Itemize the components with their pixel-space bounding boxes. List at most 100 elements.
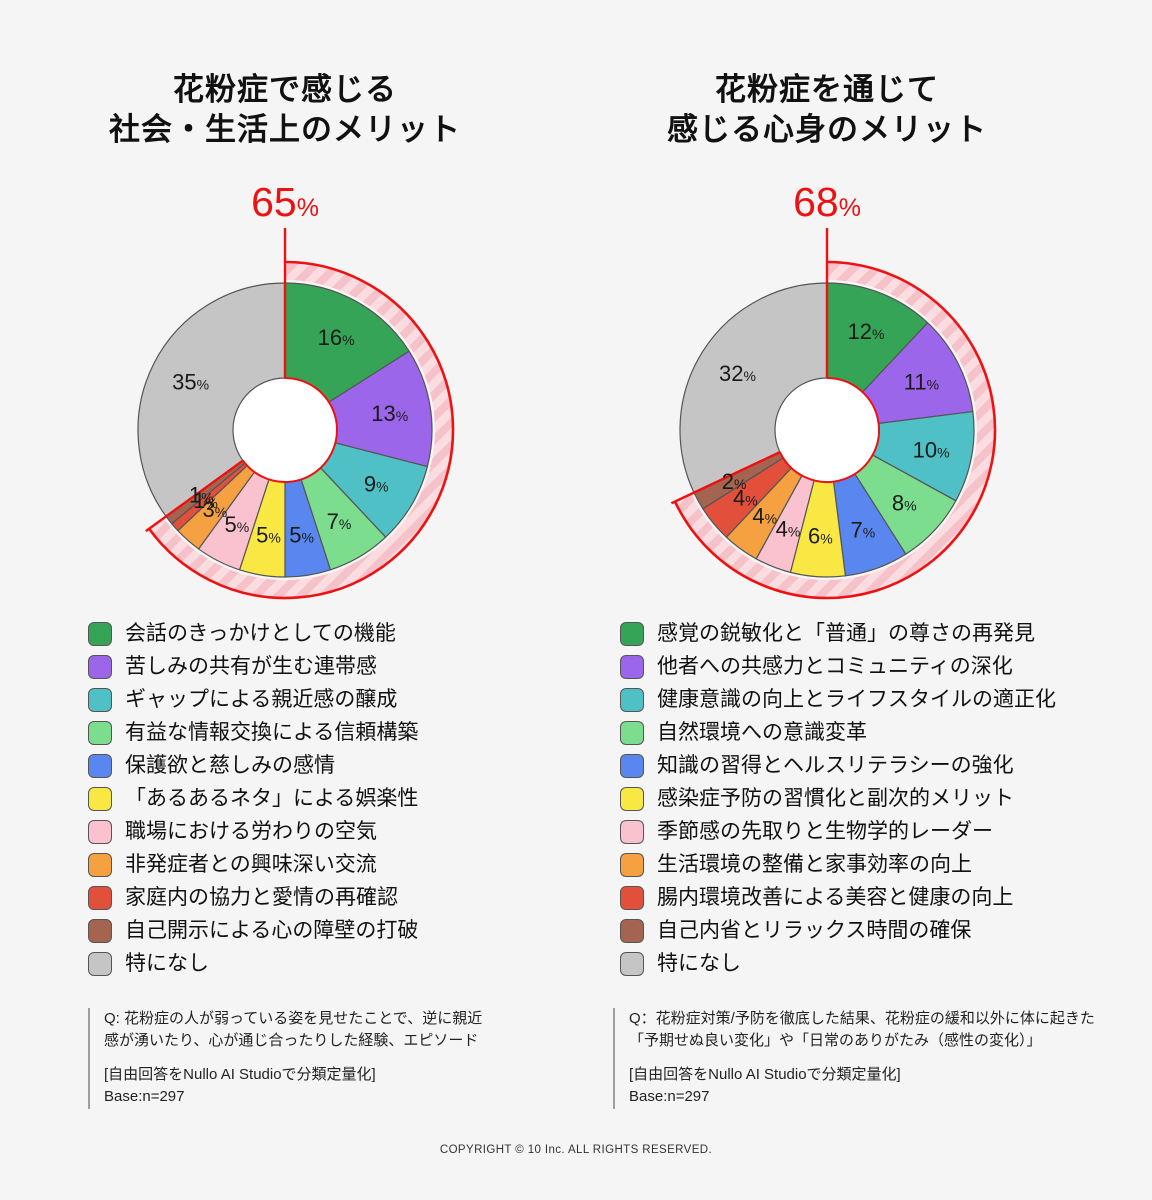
legend-label: 感覚の鋭敏化と「普通」の尊さの再発見 xyxy=(657,622,1035,645)
highlight-outer-arc xyxy=(673,260,997,600)
legend-item: 会話のきっかけとしての機能 xyxy=(88,622,418,646)
legend-label: 特になし xyxy=(125,952,209,975)
legend-label: 自己開示による心の障壁の打破 xyxy=(125,919,419,942)
legend-item: 特になし xyxy=(620,952,1056,976)
legend-swatch xyxy=(88,688,112,712)
legend-swatch xyxy=(620,688,644,712)
donut-segment xyxy=(137,282,286,517)
legend-swatch xyxy=(620,853,644,877)
legend-swatch xyxy=(620,919,644,943)
legend-item: 感覚の鋭敏化と「普通」の尊さの再発見 xyxy=(620,622,1056,646)
title-line-2: 社会・生活上のメリット xyxy=(109,112,461,147)
legend-item: 自己開示による心の障壁の打破 xyxy=(88,919,418,943)
legend-item: 生活環境の整備と家事効率の向上 xyxy=(620,853,1056,877)
legend-label: 会話のきっかけとしての機能 xyxy=(125,622,396,645)
legend-swatch xyxy=(620,886,644,910)
chart-area: 花粉症を通じて 感じる心身のメリット 68% 12% 11% 10% 8% 7% 6% 4%… xyxy=(539,70,1115,610)
segment-value-label: 4% xyxy=(776,516,801,541)
legend-label: 生活環境の整備と家事効率の向上 xyxy=(657,853,972,876)
chart-title: 花粉症を通じて 感じる心身のメリット xyxy=(539,70,1115,150)
highlight-percent: 68% xyxy=(793,182,861,223)
footnote: Q: 花粉症の人が弱っている姿を見せたことで、逆に親近感が湧いたり、心が通じ合っ… xyxy=(88,1008,496,1109)
legend-item: 特になし xyxy=(88,952,418,976)
legend-swatch xyxy=(620,754,644,778)
legend-item: 健康意識の向上とライフスタイルの適正化 xyxy=(620,688,1056,712)
legend-item: 「あるあるネタ」による娯楽性 xyxy=(88,787,418,811)
legend-label: 非発症者との興味深い交流 xyxy=(125,853,377,876)
highlight-value: 68 xyxy=(793,179,839,225)
donut-svg: 16%13%9%7%5%5%5%3%1%1%35% xyxy=(137,228,455,600)
segment-value-label: 6% xyxy=(808,523,833,548)
segment-value-label: 8% xyxy=(892,490,917,515)
legend-label: 自己内省とリラックス時間の確保 xyxy=(657,919,972,942)
chart-area: 花粉症で感じる 社会・生活上のメリット 65% 16% 13% 9% 7% 5% 5% 5%… xyxy=(0,70,573,610)
donut-hole xyxy=(775,378,879,482)
legend-label: 職場における労わりの空気 xyxy=(125,820,377,843)
panel-social-life-merit: 花粉症で感じる 社会・生活上のメリット 65% 16% 13% 9% 7% 5% 5% 5%… xyxy=(0,70,573,1109)
base-text: Base:n=297 xyxy=(629,1088,710,1105)
legend-label: 感染症予防の習慣化と副次的メリット xyxy=(657,787,1014,810)
legend-swatch xyxy=(88,886,112,910)
segment-value-label: 12% xyxy=(848,319,885,344)
legend-label: 「あるあるネタ」による娯楽性 xyxy=(125,787,419,810)
legend-item: 他者への共感力とコミュニティの深化 xyxy=(620,655,1056,679)
title-line-2: 感じる心身のメリット xyxy=(667,112,987,147)
highlight-end-line xyxy=(145,459,244,533)
footnote: Q：花粉症対策/予防を徹底した結果、花粉症の緩和以外に体に起きた「予期せぬ良い変… xyxy=(613,1008,1121,1109)
legend-item: 季節感の先取りと生物学的レーダー xyxy=(620,820,1056,844)
legend-swatch xyxy=(620,721,644,745)
highlight-percent: 65% xyxy=(251,182,319,223)
base-text: Base:n=297 xyxy=(104,1088,185,1105)
legend-swatch xyxy=(88,820,112,844)
donut-hole xyxy=(233,378,337,482)
legend-item: 腸内環境改善による美容と健康の向上 xyxy=(620,886,1056,910)
legend-swatch xyxy=(88,622,112,646)
legend-item: 苦しみの共有が生む連帯感 xyxy=(88,655,418,679)
legend-label: 腸内環境改善による美容と健康の向上 xyxy=(657,886,1014,909)
legend-item: 非発症者との興味深い交流 xyxy=(88,853,418,877)
legend-label: ギャップによる親近感の醸成 xyxy=(125,688,398,711)
legend-label: 知識の習得とヘルスリテラシーの強化 xyxy=(657,754,1014,777)
legend-swatch xyxy=(88,853,112,877)
legend-swatch xyxy=(620,820,644,844)
legend-swatch xyxy=(88,721,112,745)
highlight-end-line xyxy=(670,451,781,505)
legend-swatch xyxy=(620,787,644,811)
legend-label: 健康意識の向上とライフスタイルの適正化 xyxy=(657,688,1056,711)
question-text: Q: 花粉症の人が弱っている姿を見せたことで、逆に親近感が湧いたり、心が通じ合っ… xyxy=(104,1010,483,1049)
panel-mind-body-merit: 花粉症を通じて 感じる心身のメリット 68% 12% 11% 10% 8% 7% 6% 4%… xyxy=(576,0,1152,1200)
legend-item: 自己内省とリラックス時間の確保 xyxy=(620,919,1056,943)
legend: 会話のきっかけとしての機能 苦しみの共有が生む連帯感 ギャップによる親近感の醸成 有益… xyxy=(88,622,418,976)
highlight-unit: % xyxy=(296,194,319,222)
question-text: Q：花粉症対策/予防を徹底した結果、花粉症の緩和以外に体に起きた「予期せぬ良い変… xyxy=(629,1010,1095,1049)
legend-item: 感染症予防の習慣化と副次的メリット xyxy=(620,787,1056,811)
legend-label: 自然環境への意識変革 xyxy=(657,721,867,744)
title-line-1: 花粉症で感じる xyxy=(173,72,397,107)
highlight-inner-arc xyxy=(242,377,338,483)
highlight-unit: % xyxy=(838,194,861,222)
legend-item: 職場における労わりの空気 xyxy=(88,820,418,844)
legend-item: ギャップによる親近感の醸成 xyxy=(88,688,418,712)
legend-swatch xyxy=(620,655,644,679)
title-line-1: 花粉症を通じて xyxy=(715,72,939,107)
legend-label: 家庭内の協力と愛情の再確認 xyxy=(125,886,398,909)
legend-swatch xyxy=(620,952,644,976)
method-text: [自由回答をNullo AI Studioで分類定量化] xyxy=(104,1065,376,1083)
legend: 感覚の鋭敏化と「普通」の尊さの再発見他者への共感力とコミュニティの深化健康意識の… xyxy=(620,622,1056,976)
legend-swatch xyxy=(88,787,112,811)
legend-item: 保護欲と慈しみの感情 xyxy=(88,754,418,778)
method-text: [自由回答をNullo AI Studioで分類定量化] xyxy=(629,1065,901,1083)
legend-label: 有益な情報交換による信頼構築 xyxy=(125,721,419,744)
legend-item: 自然環境への意識変革 xyxy=(620,721,1056,745)
legend-label: 苦しみの共有が生む連帯感 xyxy=(125,655,377,678)
highlight-outer-arc xyxy=(148,260,455,600)
legend-item: 家庭内の協力と愛情の再確認 xyxy=(88,886,418,910)
highlight-value: 65 xyxy=(251,179,297,225)
donut-svg: 12%11%10%8%7%6%4%4%4%2%32% xyxy=(670,228,997,600)
legend-label: 保護欲と慈しみの感情 xyxy=(125,754,335,777)
chart-title: 花粉症で感じる 社会・生活上のメリット xyxy=(0,70,573,150)
donut-chart: 16% 13% 9% 7% 5% 5% 5% 3% 1% 1% 35% xyxy=(85,195,485,605)
legend-swatch xyxy=(88,919,112,943)
legend-label: 季節感の先取りと生物学的レーダー xyxy=(657,820,993,843)
legend-swatch xyxy=(88,754,112,778)
